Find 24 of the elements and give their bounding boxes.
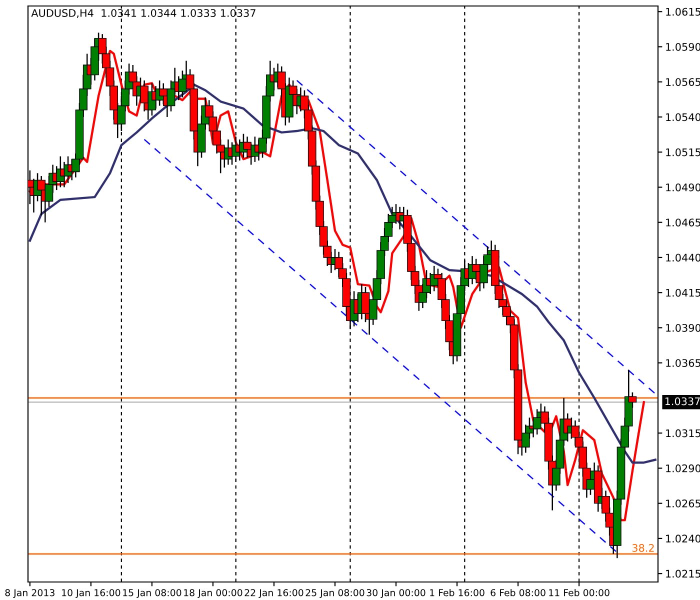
x-tick-label: 18 Jan 00:00 (184, 589, 242, 598)
y-tick-label: 1.0365 (666, 359, 700, 367)
y-tick-label: 1.0515 (666, 148, 700, 156)
y-tick-label: 1.0565 (666, 78, 700, 86)
x-tick-label: 11 Feb 00:00 (549, 588, 610, 596)
x-tick-label: 8 Jan 2013 (5, 589, 54, 598)
annotation: 38.2 (632, 544, 654, 552)
candlestick (334, 251, 343, 278)
y-tick-label: 1.0315 (666, 429, 700, 438)
x-tick-label: 22 Jan 16:00 (244, 589, 304, 598)
x-tick-label: 30 Jan 00:00 (366, 589, 426, 598)
y-tick-label: 1.0265 (666, 500, 700, 508)
y-tick-label: 1.0415 (666, 288, 700, 297)
x-tick-label: 10 Jan 16:00 (62, 589, 120, 598)
x-tick-label: 6 Feb 08:00 (490, 588, 546, 596)
x-tick-label: 15 Jan 08:00 (123, 589, 182, 598)
line-series (28, 50, 645, 522)
x-tick-label: 25 Jan 08:00 (306, 589, 364, 598)
ref-line-label: 1.0337 (665, 397, 700, 406)
y-tick-label: 1.0615 (666, 8, 700, 16)
y-tick-label: 1.0215 (666, 570, 700, 578)
x-tick-label: 1 Feb 16:00 (430, 588, 484, 596)
y-tick-label: 1.0465 (666, 218, 700, 226)
chart-title: AUDUSD,H4 1.0341 1.0344 1.0333 1.0337 (31, 9, 256, 18)
